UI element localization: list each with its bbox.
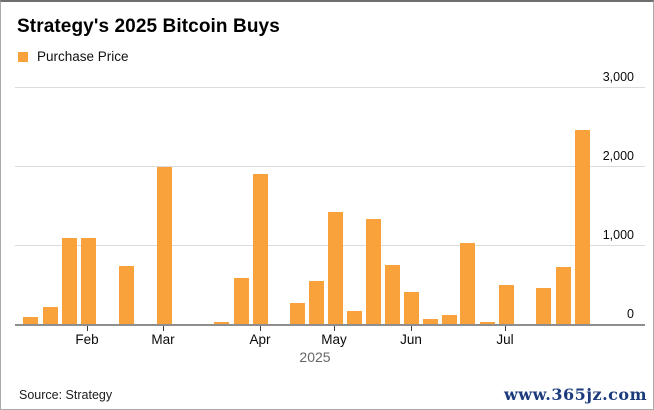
- purchase-bar: [460, 242, 475, 324]
- watermark-link[interactable]: www.365jz.com: [504, 385, 647, 404]
- x-axis-month-label: Mar: [151, 332, 175, 347]
- legend: Purchase Price: [18, 49, 129, 64]
- purchase-bar: [328, 211, 343, 324]
- purchase-bar: [575, 130, 590, 324]
- purchase-bar: [536, 288, 551, 324]
- purchase-bar: [404, 292, 419, 324]
- purchase-bar: [290, 303, 305, 324]
- purchase-bar: [423, 318, 438, 324]
- x-axis-tick: [260, 326, 261, 331]
- x-axis-year-label: 2025: [299, 349, 331, 365]
- purchase-bar: [385, 264, 400, 324]
- x-axis-tick: [411, 326, 412, 331]
- purchase-bar: [442, 315, 457, 324]
- legend-swatch-icon: [18, 51, 28, 62]
- x-axis-tick: [505, 326, 506, 331]
- y-axis-tick-label: 1,000: [602, 228, 634, 242]
- chart-title: Strategy's 2025 Bitcoin Buys: [17, 16, 280, 37]
- gridline: [15, 166, 645, 167]
- purchase-bar: [556, 267, 571, 324]
- y-axis-tick-label: 2,000: [602, 149, 634, 163]
- purchase-bar: [499, 284, 514, 324]
- purchase-bar: [309, 281, 324, 324]
- purchase-bar: [347, 310, 362, 324]
- x-axis-month-label: Apr: [249, 332, 271, 347]
- purchase-bar: [23, 316, 38, 324]
- gridline: [15, 87, 645, 88]
- x-axis-month-label: Feb: [75, 332, 99, 347]
- y-axis-tick-label: 0: [627, 307, 634, 321]
- x-axis-tick: [87, 326, 88, 331]
- x-axis-month-label: Jul: [496, 332, 514, 347]
- x-axis-tick: [163, 326, 164, 331]
- x-axis-tick: [334, 326, 335, 331]
- purchase-bar: [214, 321, 229, 324]
- x-axis-month-label: May: [321, 332, 347, 347]
- purchase-bar: [157, 166, 172, 324]
- purchase-bar: [43, 306, 58, 324]
- purchase-bar: [62, 237, 77, 324]
- purchase-bar: [81, 237, 96, 324]
- purchase-bar: [253, 173, 268, 324]
- y-axis-tick-label: 3,000: [602, 70, 634, 84]
- x-axis-line: [15, 324, 645, 326]
- legend-label: Purchase Price: [37, 49, 129, 64]
- source-attribution: Source: Strategy: [19, 388, 113, 402]
- purchase-bar: [480, 322, 495, 324]
- purchase-bar: [119, 266, 134, 324]
- purchase-bar: [366, 218, 381, 324]
- purchase-bar: [234, 278, 249, 324]
- x-axis-month-label: Jun: [400, 332, 422, 347]
